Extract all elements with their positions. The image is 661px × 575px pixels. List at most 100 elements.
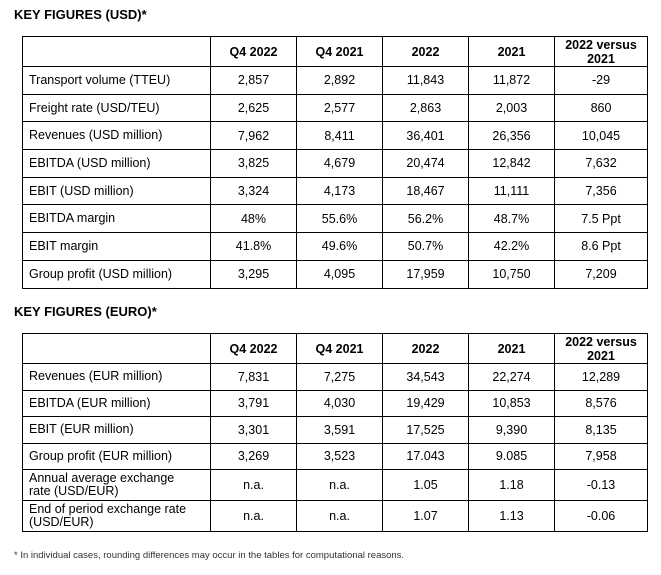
table-cell: 56.2% [382,204,469,234]
table-cell: 3,523 [296,442,383,470]
usd-table-heading: KEY FIGURES (USD)* [14,7,147,22]
table-cell: 7,209 [554,259,648,289]
table-cell: n.a. [296,469,383,501]
table-cell: 7,356 [554,176,648,206]
table-row: Transport volume (TTEU) 2,857 2,892 11,843 1… [22,66,648,95]
table-cell: 8,576 [554,389,648,417]
table-cell: 11,843 [382,66,469,95]
row-label: Revenues (EUR million) [22,363,211,391]
table-cell: 50.7% [382,232,469,261]
table-row: EBIT (USD million) 3,324 4,173 18,467 11,111… [22,176,648,206]
table-row: End of period exchange rate (USD/EUR) n.a.… [22,500,648,532]
table-cell: 17,525 [382,416,469,444]
table-cell: 7.5 Ppt [554,204,648,234]
table-cell: 10,045 [554,121,648,151]
column-header: Q4 2021 [296,333,383,364]
table-cell: 9.085 [468,442,555,470]
table-cell: n.a. [210,500,297,532]
row-label: Annual average exchange rate (USD/EUR) [22,469,211,501]
row-label: EBITDA (EUR million) [22,389,211,417]
table-row: EBITDA margin 48% 55.6% 56.2% 48.7% 7.5 Ppt [22,204,648,234]
table-cell: 8,135 [554,416,648,444]
table-cell: 1.18 [468,469,555,501]
row-label: Revenues (USD million) [22,121,211,151]
table-row: Group profit (EUR million) 3,269 3,523 17.0… [22,442,648,470]
table-cell: 55.6% [296,204,383,234]
table-cell: 17,959 [382,259,469,289]
row-label: EBIT margin [22,232,211,261]
table-cell: 3,591 [296,416,383,444]
table-cell: 10,750 [468,259,555,289]
table-row: EBITDA (USD million) 3,825 4,679 20,474 12,8… [22,149,648,178]
table-cell: n.a. [296,500,383,532]
table-cell: 3,269 [210,442,297,470]
footnote: * In individual cases, rounding differen… [14,550,405,561]
table-cell: 3,791 [210,389,297,417]
table-cell: 7,962 [210,121,297,151]
table-row: Revenues (USD million) 7,962 8,411 36,401 26… [22,121,648,151]
table-cell: 20,474 [382,149,469,178]
table-row: EBITDA (EUR million) 3,791 4,030 19,429 10,8… [22,389,648,417]
table-cell: 2,857 [210,66,297,95]
table-cell: -0.13 [554,469,648,501]
table-cell: 1.13 [468,500,555,532]
table-cell: 3,825 [210,149,297,178]
row-label: Transport volume (TTEU) [22,66,211,95]
table-cell: 12,289 [554,363,648,391]
table-cell: n.a. [210,469,297,501]
table-cell: 1.05 [382,469,469,501]
row-label: Group profit (USD million) [22,259,211,289]
column-header: Q4 2022 [210,333,297,364]
table-cell: 11,872 [468,66,555,95]
table-cell: 3,301 [210,416,297,444]
table-cell: 17.043 [382,442,469,470]
table-cell: 2,625 [210,93,297,123]
table-cell: 3,295 [210,259,297,289]
table-cell: 8,411 [296,121,383,151]
table-cell: 18,467 [382,176,469,206]
table-cell: 42.2% [468,232,555,261]
table-cell: 12,842 [468,149,555,178]
table-cell: 7,275 [296,363,383,391]
table-cell: 9,390 [468,416,555,444]
eur-table-heading: KEY FIGURES (EURO)* [14,304,157,319]
table-row: Freight rate (USD/TEU) 2,625 2,577 2,863 2,0… [22,93,648,123]
table-cell: 3,324 [210,176,297,206]
column-header: 2021 [468,36,555,67]
table-cell: 4,679 [296,149,383,178]
table-row: EBIT (EUR million) 3,301 3,591 17,525 9,390 8… [22,416,648,444]
column-header: Q4 2022 [210,36,297,67]
column-header: 2022 [382,333,469,364]
table-cell: 4,030 [296,389,383,417]
row-label: EBITDA margin [22,204,211,234]
table-cell: 19,429 [382,389,469,417]
table-cell: 48.7% [468,204,555,234]
row-label: End of period exchange rate (USD/EUR) [22,500,211,532]
table-row: Annual average exchange rate (USD/EUR) n.a… [22,469,648,501]
table-cell: 7,831 [210,363,297,391]
table-cell: 4,173 [296,176,383,206]
table-cell: 34,543 [382,363,469,391]
row-label: EBIT (USD million) [22,176,211,206]
table-cell: 11,111 [468,176,555,206]
table-cell: 8.6 Ppt [554,232,648,261]
column-header: 2022 versus 2021 [554,333,648,364]
table-cell: 26,356 [468,121,555,151]
table-header-row: Q4 2022 Q4 2021 2022 2021 2022 versus 2021 [22,333,648,364]
column-header: 2022 versus 2021 [554,36,648,67]
table-cell: 2,577 [296,93,383,123]
table-cell: 48% [210,204,297,234]
column-header: Q4 2021 [296,36,383,67]
table-cell: 41.8% [210,232,297,261]
table-row: Group profit (USD million) 3,295 4,095 17,9… [22,259,648,289]
table-cell: 7,958 [554,442,648,470]
table-cell: -0.06 [554,500,648,532]
table-cell: 2,892 [296,66,383,95]
table-cell: -29 [554,66,648,95]
table-cell: 2,863 [382,93,469,123]
table-cell: 10,853 [468,389,555,417]
column-header: 2022 [382,36,469,67]
row-label: EBIT (EUR million) [22,416,211,444]
row-label: Freight rate (USD/TEU) [22,93,211,123]
table-cell: 22,274 [468,363,555,391]
